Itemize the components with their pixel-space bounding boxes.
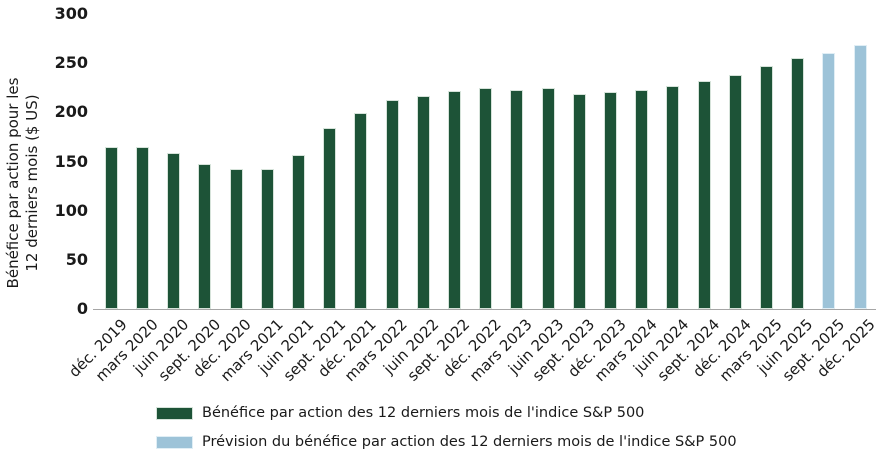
bar bbox=[510, 89, 524, 309]
bar bbox=[448, 90, 461, 309]
legend-label: Prévision du bénéfice par action des 12 … bbox=[202, 434, 737, 450]
bar bbox=[198, 164, 212, 309]
bar bbox=[260, 169, 274, 309]
legend-item: Prévision du bénéfice par action des 12 … bbox=[156, 433, 737, 451]
y-tick-label: 200 bbox=[54, 102, 88, 122]
bar bbox=[104, 146, 118, 309]
y-tick-label: 250 bbox=[54, 53, 88, 73]
bar bbox=[791, 58, 805, 309]
bar bbox=[728, 74, 742, 309]
bar bbox=[354, 113, 368, 309]
y-tick-label: 0 bbox=[76, 299, 88, 318]
bar bbox=[666, 85, 680, 309]
bar bbox=[541, 87, 555, 309]
legend-item: Bénéfice par action des 12 derniers mois… bbox=[156, 404, 737, 422]
bar bbox=[167, 152, 181, 309]
legend-swatch bbox=[156, 406, 193, 420]
bar bbox=[853, 45, 867, 309]
bar bbox=[479, 87, 493, 309]
legend-label: Bénéfice par action des 12 derniers mois… bbox=[202, 405, 645, 421]
bar bbox=[136, 146, 149, 309]
bar bbox=[697, 80, 711, 309]
bar bbox=[229, 169, 243, 309]
bar bbox=[822, 53, 836, 309]
x-axis-line bbox=[93, 308, 876, 311]
bar bbox=[572, 93, 586, 309]
y-tick-label: 50 bbox=[65, 249, 88, 269]
bar bbox=[760, 66, 773, 309]
bar bbox=[292, 154, 305, 309]
bar bbox=[323, 128, 337, 309]
y-tick-label: 100 bbox=[54, 200, 88, 220]
legend-swatch bbox=[156, 435, 193, 449]
y-tick-label: 300 bbox=[54, 4, 88, 23]
y-tick-label: 150 bbox=[54, 151, 88, 171]
bar bbox=[635, 89, 649, 309]
bar bbox=[416, 95, 430, 309]
legend: Bénéfice par action des 12 derniers mois… bbox=[156, 404, 737, 451]
bar bbox=[385, 99, 399, 309]
bar bbox=[604, 91, 617, 309]
